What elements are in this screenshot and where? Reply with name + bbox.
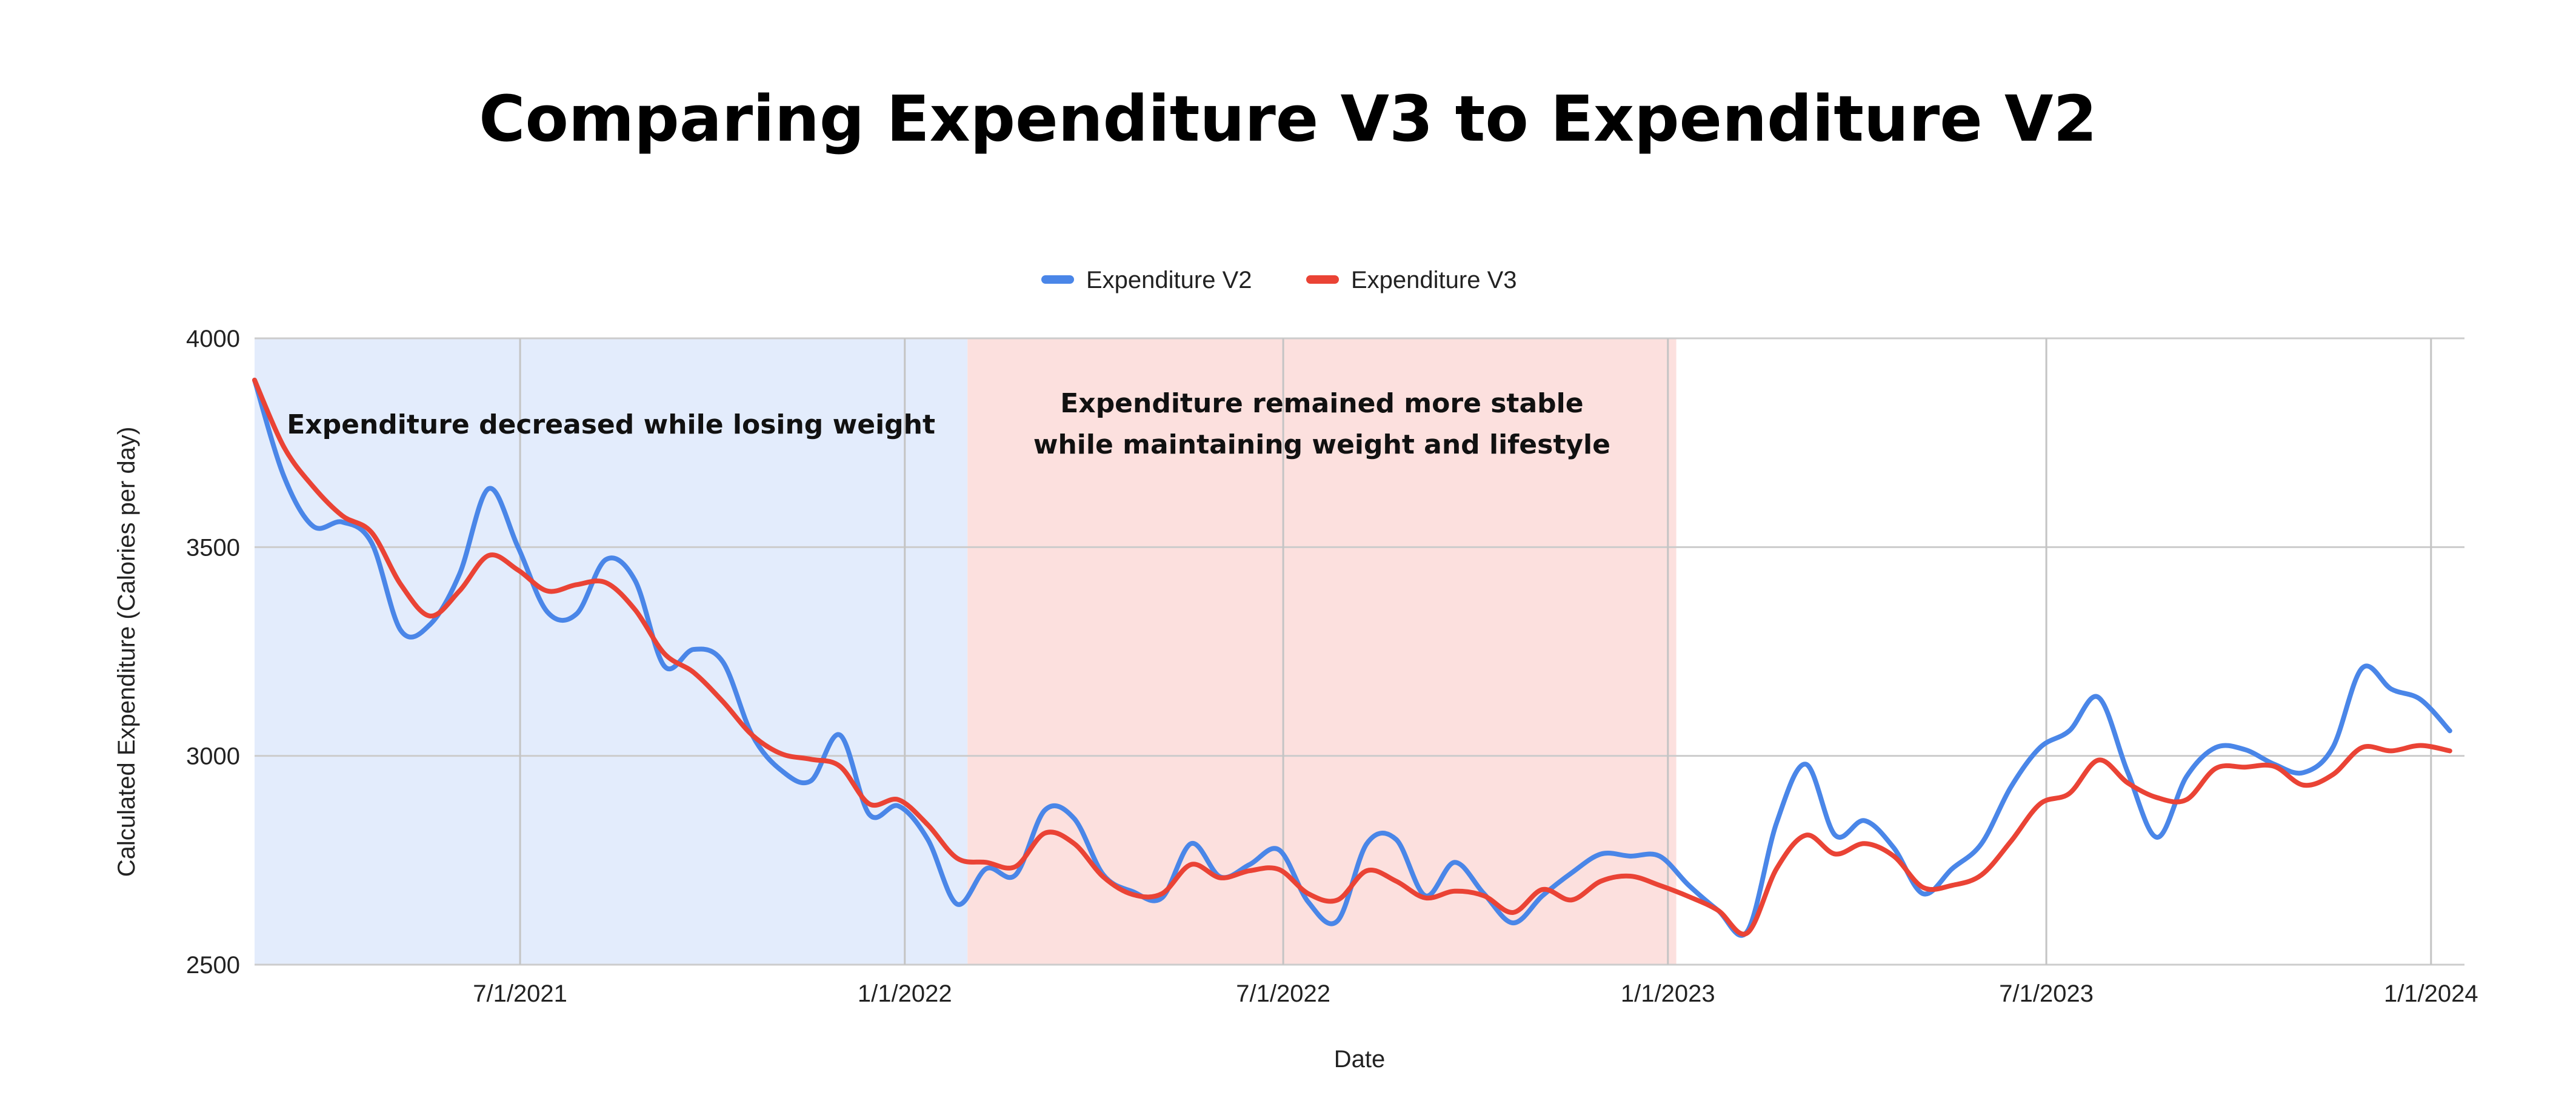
y-tick-label: 4000	[186, 326, 240, 352]
x-tick-label: 1/1/2023	[1621, 980, 1715, 1007]
y-axis-label: Calculated Expenditure (Calories per day…	[113, 427, 140, 877]
series-line-expenditure-v2	[252, 377, 2452, 938]
legend: Expenditure V2 Expenditure V3	[1041, 267, 1517, 293]
region-annotation: Expenditure remained more stable	[1060, 388, 1583, 419]
legend-label-v3: Expenditure V3	[1351, 267, 1517, 293]
x-tick-label: 1/1/2024	[2384, 980, 2478, 1007]
legend-label-v2: Expenditure V2	[1086, 267, 1252, 293]
x-tick-label: 7/1/2021	[473, 980, 567, 1007]
x-tick-label: 1/1/2022	[858, 980, 952, 1007]
legend-swatch-v2	[1041, 275, 1074, 284]
y-tick-label: 2500	[186, 952, 240, 979]
x-axis-label: Date	[1334, 1046, 1386, 1073]
y-tick-label: 3500	[186, 534, 240, 561]
x-tick-label: 7/1/2023	[1999, 980, 2094, 1007]
x-tick-label: 7/1/2022	[1236, 980, 1330, 1007]
shaded-region-0	[255, 338, 968, 965]
legend-swatch-v3	[1306, 275, 1339, 284]
chart-title: Comparing Expenditure V3 to Expenditure …	[479, 82, 2097, 156]
y-tick-label: 3000	[186, 743, 240, 770]
shaded-region-1	[967, 338, 1677, 965]
region-annotation: while maintaining weight and lifestyle	[1033, 429, 1610, 460]
region-annotation: Expenditure decreased while losing weigh…	[287, 409, 935, 440]
